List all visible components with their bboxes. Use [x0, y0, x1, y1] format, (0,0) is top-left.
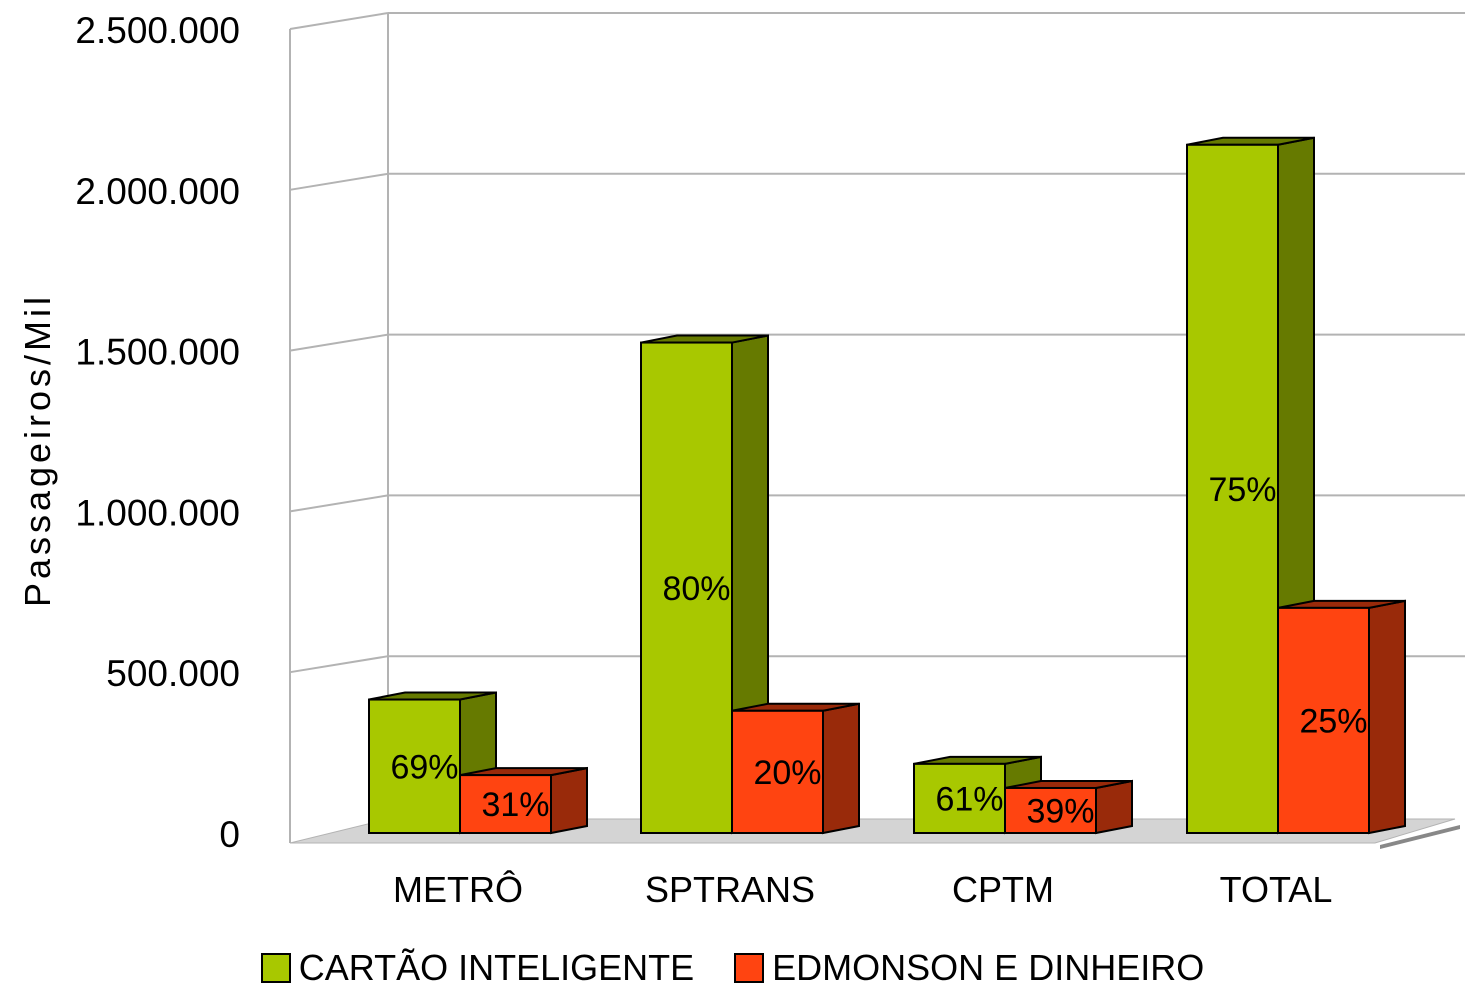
y-tick-label: 0	[219, 814, 240, 855]
gridline-diagonal	[289, 494, 389, 513]
bar-edmonson-2: 39%	[1004, 779, 1133, 835]
bar-front	[913, 762, 1006, 835]
bar-front	[1004, 786, 1097, 835]
bar-front	[1186, 143, 1279, 834]
bar-side	[550, 766, 588, 835]
bar-cartao-0: 69%	[368, 691, 497, 835]
y-axis-label: Passageiros/Mil	[17, 293, 58, 607]
data-label: 31%	[481, 786, 549, 824]
y-tick-label: 500.000	[106, 653, 240, 694]
gridline-diagonal	[289, 655, 389, 674]
legend-swatch-edmonson	[734, 953, 765, 983]
legend-item-edmonson: EDMONSON E DINHEIRO	[734, 947, 1204, 989]
x-tick-label: SPTRANS	[645, 869, 815, 910]
bar-front	[1277, 606, 1370, 834]
gridline-diagonal	[289, 12, 389, 30]
gridline-diagonal	[289, 172, 389, 191]
y-tick-label: 2.000.000	[75, 171, 240, 212]
bar-cartao-3: 75%	[1186, 136, 1315, 835]
x-tick-label: METRÔ	[393, 869, 523, 910]
data-label: 20%	[753, 754, 821, 792]
y-tick-label: 1.500.000	[75, 332, 240, 373]
data-label: 69%	[390, 748, 458, 786]
bar-edmonson-1: 20%	[731, 702, 860, 835]
bar-front	[459, 774, 552, 834]
x-tick-label: CPTM	[952, 869, 1054, 910]
y-tick-label: 2.500.000	[75, 10, 240, 51]
bar-front	[731, 709, 824, 834]
bar-edmonson-0: 31%	[459, 766, 588, 835]
x-axis-ticks: METRÔ SPTRANS CPTM TOTAL	[393, 869, 1332, 910]
legend-label-edmonson: EDMONSON E DINHEIRO	[772, 947, 1205, 988]
y-tick-label: 1.000.000	[75, 492, 240, 533]
bar-side	[1368, 599, 1406, 835]
gridline-diagonal	[289, 333, 389, 352]
legend-label-cartao: CARTÃO INTELIGENTE	[298, 947, 695, 988]
bar-edmonson-3: 25%	[1277, 599, 1406, 835]
y-axis-ticks: 0 500.000 1.000.000 1.500.000 2.000.000 2.500…	[75, 10, 240, 855]
floor-edge	[1380, 825, 1460, 849]
bar-side	[1095, 779, 1133, 835]
data-label: 39%	[1026, 792, 1094, 830]
legend-item-cartao: CARTÃO INTELIGENTE	[260, 947, 695, 989]
data-label: 61%	[935, 780, 1003, 818]
data-label: 25%	[1299, 702, 1367, 740]
legend-swatch-cartao	[260, 953, 291, 983]
bar-side	[822, 702, 860, 835]
legend: CARTÃO INTELIGENTE EDMONSON E DINHEIRO	[0, 947, 1465, 989]
data-label: 80%	[662, 570, 730, 608]
bar-front	[368, 698, 461, 835]
bars-layer: 69% 31% 80% 20% 61% 39% 75% 25%	[368, 136, 1406, 835]
data-label: 75%	[1208, 471, 1276, 509]
x-tick-label: TOTAL	[1220, 869, 1333, 910]
bar-front	[640, 341, 733, 834]
